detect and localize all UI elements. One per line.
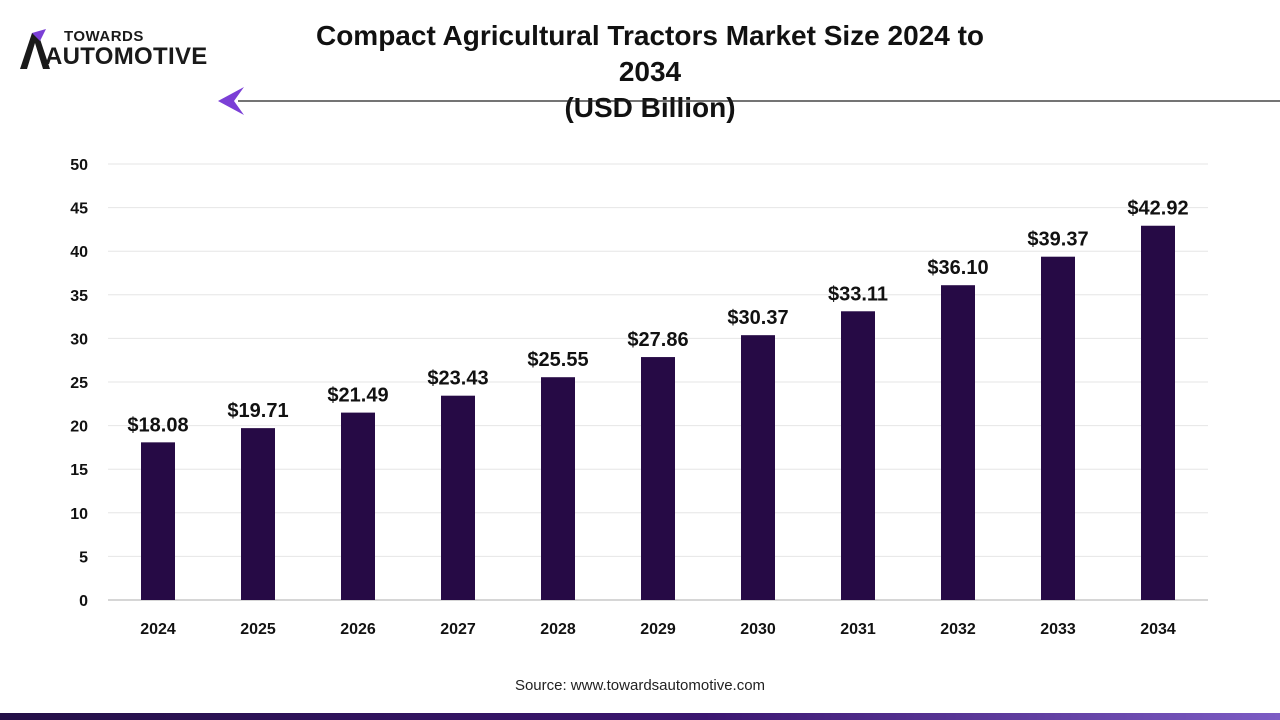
chart-title-line1: Compact Agricultural Tractors Market Siz… <box>315 20 985 87</box>
data-label-2026: $21.49 <box>327 385 388 407</box>
y-tick-label: 40 <box>70 244 88 261</box>
x-tick-label-2032: 2032 <box>940 621 976 638</box>
bar-2027 <box>441 395 475 600</box>
bar-2034 <box>1141 225 1175 600</box>
x-tick-label-2028: 2028 <box>540 621 576 638</box>
bar-2024 <box>141 442 175 600</box>
y-tick-label: 15 <box>70 462 88 479</box>
y-tick-label: 20 <box>70 419 88 436</box>
x-tick-label-2031: 2031 <box>840 621 876 638</box>
y-tick-label: 10 <box>70 506 88 523</box>
source-note: Source: www.towardsautomotive.com <box>514 677 766 694</box>
data-label-2031: $33.11 <box>828 283 888 305</box>
data-label-2025: $19.71 <box>227 400 288 422</box>
header-divider <box>218 87 1280 115</box>
bar-2029 <box>641 357 675 600</box>
y-tick-label: 45 <box>70 201 88 218</box>
bar-2033 <box>1041 256 1075 600</box>
data-label-2024: $18.08 <box>127 414 188 436</box>
data-label-2032: $36.10 <box>927 257 988 279</box>
footer-bar <box>0 713 1280 720</box>
y-tick-label: 25 <box>70 375 88 392</box>
y-tick-label: 30 <box>70 331 88 348</box>
y-tick-label: 0 <box>79 593 88 610</box>
x-tick-label-2026: 2026 <box>340 621 376 638</box>
data-label-2030: $30.37 <box>727 307 788 329</box>
chart-title: Compact Agricultural Tractors Market Siz… <box>300 18 1000 126</box>
data-label-2027: $23.43 <box>427 368 488 390</box>
bar-2032 <box>941 285 975 600</box>
data-label-2028: $25.55 <box>527 349 588 371</box>
x-tick-label-2027: 2027 <box>440 621 476 638</box>
logo-text-bottom: AUTOMOTIVE <box>45 43 208 70</box>
data-label-2029: $27.86 <box>627 329 688 351</box>
bar-2025 <box>241 428 275 600</box>
data-label-2033: $39.37 <box>1027 229 1088 251</box>
bar-2030 <box>741 335 775 600</box>
y-tick-label: 35 <box>70 288 88 305</box>
x-tick-label-2024: 2024 <box>140 621 176 638</box>
x-tick-label-2033: 2033 <box>1040 621 1076 638</box>
arrow-left-icon <box>218 87 244 115</box>
y-tick-label: 5 <box>79 549 88 566</box>
chart-title-line2: (USD Billion) <box>564 92 736 123</box>
bar-2026 <box>341 412 375 600</box>
x-tick-label-2034: 2034 <box>1140 621 1176 638</box>
data-label-2034: $42.92 <box>1127 198 1188 220</box>
x-tick-label-2030: 2030 <box>740 621 776 638</box>
brand-logo: TOWARDS AUTOMOTIVE <box>20 26 230 76</box>
y-tick-label: 50 <box>70 157 88 174</box>
x-tick-label-2025: 2025 <box>240 621 276 638</box>
logo-text-top: TOWARDS <box>64 28 144 45</box>
x-tick-label-2029: 2029 <box>640 621 676 638</box>
bar-2028 <box>541 377 575 600</box>
bar-2031 <box>841 311 875 600</box>
logo-mark-icon <box>20 29 50 69</box>
